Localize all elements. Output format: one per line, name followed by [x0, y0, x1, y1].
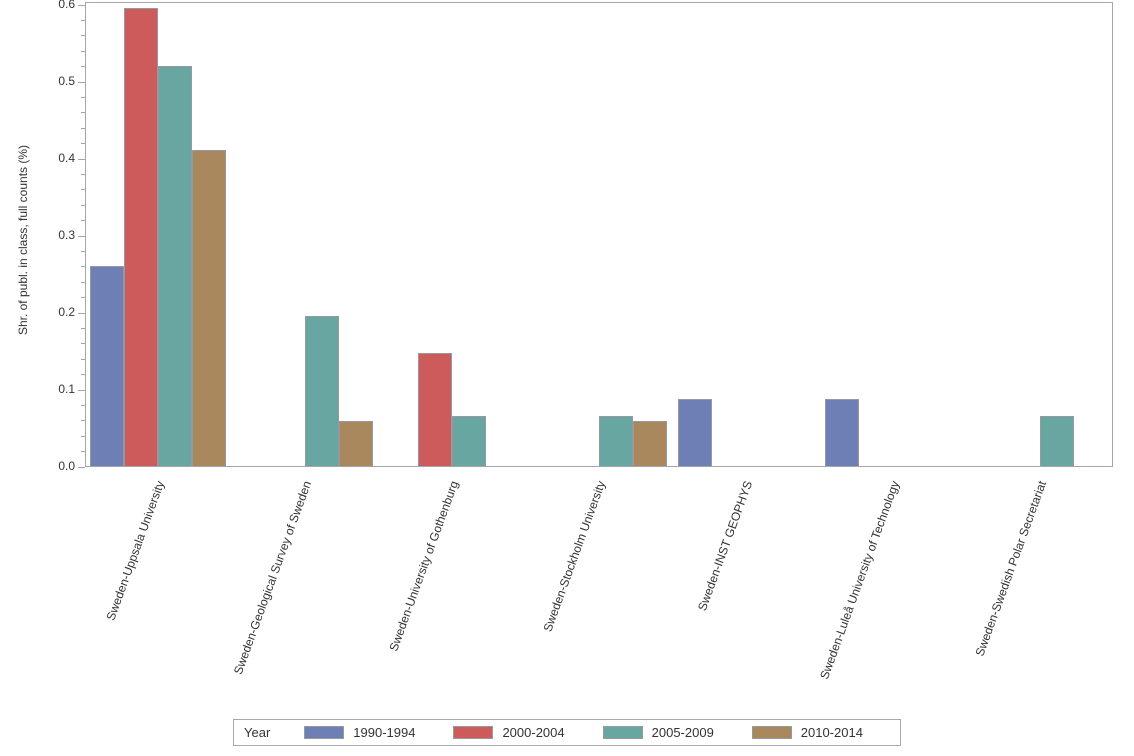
y-minor-tick: [81, 96, 85, 98]
bar-2005-2009-Sweden-Uppsala University: [158, 66, 193, 466]
plot-area: [85, 2, 1113, 467]
bar-2000-2004-Sweden-Uppsala University: [124, 8, 159, 466]
legend-label: 2000-2004: [502, 725, 565, 740]
y-major-tick: [78, 158, 85, 160]
y-minor-tick: [81, 435, 85, 437]
bar-2010-2014-Sweden-Stockholm University: [633, 421, 667, 466]
legend-swatch-icon: [602, 726, 643, 739]
y-minor-tick: [81, 358, 85, 360]
legend-item-1990-1994: 1990-1994: [304, 725, 415, 740]
x-category-label: Sweden-Uppsala University: [104, 479, 168, 623]
y-minor-tick: [81, 451, 85, 453]
legend-item-2000-2004: 2000-2004: [453, 725, 565, 740]
y-tick-label: 0.0: [58, 459, 75, 473]
legend-swatch-icon: [751, 726, 792, 739]
bar-2005-2009-Sweden-Stockholm University: [599, 416, 633, 466]
y-major-tick: [78, 235, 85, 237]
y-minor-tick: [81, 220, 85, 222]
y-minor-tick: [81, 420, 85, 422]
y-major-tick: [78, 466, 85, 468]
legend-label: 2005-2009: [651, 725, 714, 740]
bar-2005-2009-Sweden-University of Gothenburg: [452, 416, 487, 466]
bar-1990-1994-Sweden-Luleå University of Technology: [824, 399, 859, 466]
bar-2000-2004-Sweden-University of Gothenburg: [418, 353, 453, 466]
legend-item-2010-2014: 2010-2014: [751, 725, 863, 740]
y-major-tick: [78, 389, 85, 391]
y-tick-label: 0.5: [58, 74, 75, 88]
x-category-label: Sweden-Geological Survey of Sweden: [231, 479, 315, 677]
y-minor-tick: [81, 266, 85, 268]
x-category-label: Sweden-Luleå University of Technology: [816, 479, 902, 682]
y-minor-tick: [81, 281, 85, 283]
bar-2005-2009-Sweden-Geological Survey of Sweden: [305, 316, 340, 466]
x-category-label: Sweden-INST GEOPHYS: [694, 479, 755, 613]
x-category-label: Sweden-Stockholm University: [540, 479, 609, 634]
y-minor-tick: [81, 204, 85, 206]
bar-1990-1994-Sweden-Uppsala University: [90, 266, 125, 466]
y-tick-label: 0.6: [58, 0, 75, 11]
y-minor-tick: [81, 297, 85, 299]
y-tick-label: 0.1: [58, 382, 75, 396]
legend-label: 1990-1994: [353, 725, 416, 740]
y-minor-tick: [81, 343, 85, 345]
y-minor-tick: [81, 250, 85, 252]
y-major-tick: [78, 4, 85, 6]
y-minor-tick: [81, 327, 85, 329]
y-tick-label: 0.3: [58, 228, 75, 242]
y-minor-tick: [81, 374, 85, 376]
legend-items: 1990-1994 2000-2004 2005-2009 2010-2014: [304, 725, 863, 740]
y-minor-tick: [81, 112, 85, 114]
legend-swatch-icon: [304, 726, 345, 739]
y-minor-tick: [81, 173, 85, 175]
y-tick-label: 0.2: [58, 305, 75, 319]
legend-item-2005-2009: 2005-2009: [602, 725, 714, 740]
legend-swatch-icon: [453, 726, 494, 739]
y-minor-tick: [81, 127, 85, 129]
y-minor-tick: [81, 19, 85, 21]
y-major-tick: [78, 312, 85, 314]
bar-2005-2009-Sweden-Swedish Polar Secretariat: [1039, 416, 1074, 466]
x-category-label: Sweden-University of Gothenburg: [386, 479, 462, 654]
y-minor-tick: [81, 66, 85, 68]
y-minor-tick: [81, 404, 85, 406]
bar-1990-1994-Sweden-INST GEOPHYS: [677, 399, 712, 466]
x-category-label: Sweden-Swedish Polar Secretariat: [972, 479, 1049, 659]
y-major-tick: [78, 81, 85, 83]
y-minor-tick: [81, 35, 85, 37]
legend-label: 2010-2014: [800, 725, 863, 740]
legend: Year 1990-1994 2000-2004 2005-2009 2010-201…: [233, 719, 901, 746]
bar-2010-2014-Sweden-Uppsala University: [192, 150, 227, 466]
y-minor-tick: [81, 189, 85, 191]
y-minor-tick: [81, 143, 85, 145]
legend-title: Year: [244, 725, 271, 740]
bar-2010-2014-Sweden-Geological Survey of Sweden: [339, 421, 374, 466]
y-minor-tick: [81, 50, 85, 52]
y-tick-label: 0.4: [58, 151, 75, 165]
